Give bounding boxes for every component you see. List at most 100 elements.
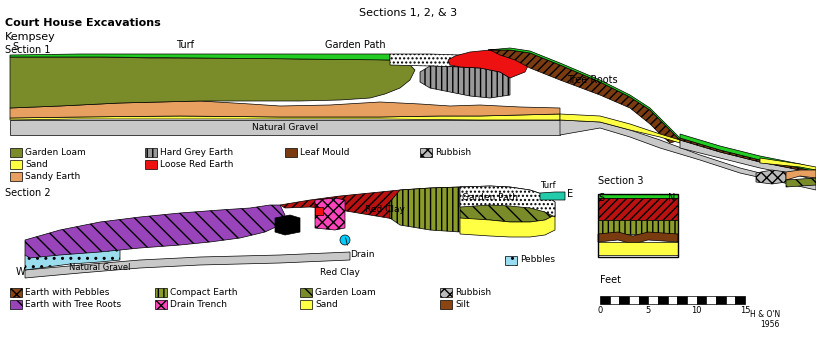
Bar: [687, 296, 697, 304]
Text: Loose Red Earth: Loose Red Earth: [160, 160, 233, 169]
Polygon shape: [760, 158, 816, 170]
Bar: [716, 296, 725, 304]
Text: Tree Roots: Tree Roots: [567, 75, 618, 85]
Bar: [10, 300, 22, 309]
Bar: [10, 172, 22, 181]
Text: Section 3: Section 3: [598, 176, 644, 186]
Bar: [145, 148, 157, 157]
Circle shape: [340, 235, 350, 245]
Text: Compact Earth: Compact Earth: [170, 288, 237, 297]
Polygon shape: [280, 187, 510, 228]
Text: 0: 0: [597, 306, 603, 315]
Bar: [697, 296, 707, 304]
Bar: [155, 300, 167, 309]
Polygon shape: [10, 101, 560, 118]
Bar: [598, 198, 678, 220]
Text: Rubbish: Rubbish: [435, 148, 471, 157]
Text: H & O'N
1956: H & O'N 1956: [750, 310, 780, 329]
Bar: [598, 242, 678, 255]
Bar: [10, 288, 22, 297]
Bar: [707, 296, 716, 304]
Polygon shape: [460, 186, 555, 217]
Bar: [315, 207, 323, 215]
Bar: [600, 296, 610, 304]
Text: Garden Path: Garden Path: [462, 193, 518, 202]
Bar: [505, 256, 517, 265]
Text: Red Clay: Red Clay: [320, 268, 360, 277]
Polygon shape: [275, 215, 300, 235]
Text: Feet: Feet: [600, 275, 621, 285]
Polygon shape: [560, 120, 816, 190]
Polygon shape: [25, 205, 285, 258]
Bar: [420, 148, 432, 157]
Text: E: E: [567, 189, 573, 199]
Polygon shape: [460, 186, 555, 222]
Text: Hard Grey Earth: Hard Grey Earth: [160, 148, 233, 157]
Bar: [649, 296, 658, 304]
Bar: [725, 296, 735, 304]
Text: Kempsey: Kempsey: [5, 32, 55, 42]
Bar: [300, 300, 312, 309]
Text: Court House Excavations: Court House Excavations: [5, 18, 161, 28]
Text: Drain Trench: Drain Trench: [170, 300, 227, 309]
Text: Turf: Turf: [540, 181, 556, 190]
Text: Turf: Turf: [176, 40, 194, 50]
Text: Red Clay: Red Clay: [365, 206, 405, 214]
Polygon shape: [390, 187, 510, 232]
Bar: [619, 296, 629, 304]
Bar: [10, 160, 22, 169]
Bar: [639, 296, 649, 304]
Polygon shape: [10, 114, 560, 120]
Bar: [440, 288, 452, 297]
Text: Earth with Pebbles: Earth with Pebbles: [25, 288, 109, 297]
Polygon shape: [25, 252, 350, 278]
Polygon shape: [25, 240, 120, 270]
Text: Pebbles: Pebbles: [520, 255, 555, 265]
Polygon shape: [786, 178, 816, 187]
Bar: [610, 296, 619, 304]
Polygon shape: [756, 170, 786, 184]
Bar: [658, 296, 667, 304]
Polygon shape: [540, 192, 565, 200]
Text: W: W: [16, 267, 25, 277]
Polygon shape: [10, 57, 415, 108]
Polygon shape: [680, 138, 816, 174]
Text: Rubbish: Rubbish: [455, 288, 491, 297]
Text: Sections 1, 2, & 3: Sections 1, 2, & 3: [359, 8, 457, 18]
Text: S: S: [598, 193, 604, 203]
Polygon shape: [390, 54, 480, 68]
Text: Garden Path: Garden Path: [325, 40, 385, 50]
Text: Silt: Silt: [455, 300, 470, 309]
Text: Drain: Drain: [350, 250, 375, 259]
Polygon shape: [420, 66, 510, 98]
Text: N: N: [668, 193, 676, 203]
Bar: [300, 288, 312, 297]
Bar: [285, 148, 297, 157]
Polygon shape: [10, 120, 560, 135]
Text: Natural Gravel: Natural Gravel: [69, 264, 131, 272]
Polygon shape: [490, 50, 680, 143]
Text: S: S: [12, 42, 18, 52]
Polygon shape: [315, 198, 345, 230]
Polygon shape: [786, 170, 816, 180]
Polygon shape: [488, 48, 680, 140]
Text: 15: 15: [740, 306, 750, 315]
Text: 5: 5: [645, 306, 651, 315]
Text: Garden Loam: Garden Loam: [315, 288, 375, 297]
Bar: [629, 296, 639, 304]
Polygon shape: [680, 140, 816, 180]
Text: Earth with Tree Roots: Earth with Tree Roots: [25, 300, 121, 309]
Text: Natural Gravel: Natural Gravel: [252, 123, 318, 133]
Polygon shape: [10, 54, 390, 60]
Polygon shape: [560, 114, 680, 143]
Bar: [667, 296, 677, 304]
Text: Sand: Sand: [25, 160, 48, 169]
Bar: [145, 160, 157, 169]
Bar: [598, 194, 678, 257]
Text: Section 2: Section 2: [5, 188, 51, 198]
Polygon shape: [448, 50, 530, 78]
Text: 10: 10: [691, 306, 702, 315]
Polygon shape: [680, 134, 816, 172]
Bar: [598, 220, 678, 234]
Polygon shape: [598, 232, 678, 244]
